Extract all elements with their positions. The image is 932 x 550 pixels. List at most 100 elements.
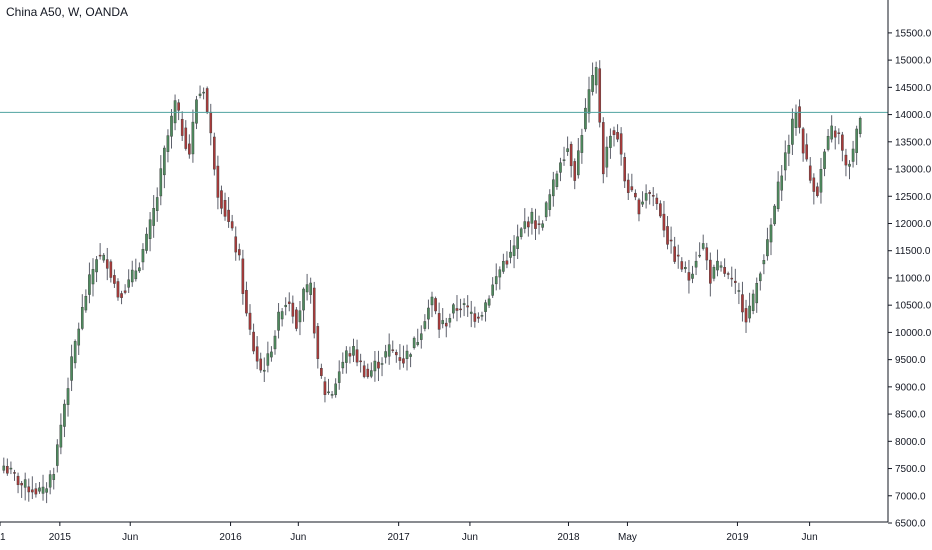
candle xyxy=(113,269,116,288)
candle-body xyxy=(362,365,366,377)
candle xyxy=(494,263,498,291)
candle xyxy=(601,117,605,184)
candle-body xyxy=(569,143,573,167)
candle xyxy=(609,128,612,159)
candle-body xyxy=(555,173,559,187)
candle-body xyxy=(305,284,309,293)
candle xyxy=(484,299,487,322)
candle-body xyxy=(266,353,270,366)
candle-body xyxy=(184,127,188,149)
candle-body xyxy=(741,294,744,313)
candle xyxy=(616,124,619,143)
candle xyxy=(634,189,637,201)
candle-body xyxy=(651,195,655,197)
candle-body xyxy=(848,163,851,167)
time-tick-label: 2015 xyxy=(49,532,72,543)
candle-body xyxy=(155,197,159,211)
candle-body xyxy=(858,118,862,134)
candle-body xyxy=(391,349,395,351)
candle xyxy=(412,336,416,350)
candle xyxy=(20,480,23,498)
candle xyxy=(466,295,469,317)
candle-body xyxy=(138,267,141,272)
candle xyxy=(684,261,687,273)
candle-body xyxy=(91,269,95,285)
candle xyxy=(277,303,280,339)
candle xyxy=(88,262,91,304)
candle xyxy=(605,136,609,178)
candle xyxy=(851,140,855,168)
candle-body xyxy=(120,293,123,298)
candle-body xyxy=(370,370,373,377)
candle-body xyxy=(502,260,505,272)
candle-body xyxy=(644,193,648,201)
chart-title: China A50, W, OANDA xyxy=(6,5,129,19)
candle-body xyxy=(730,277,734,280)
candle xyxy=(309,277,312,304)
candle-body xyxy=(280,311,284,320)
candle xyxy=(491,277,494,298)
candle-body xyxy=(726,273,730,275)
candle-body xyxy=(63,403,66,427)
candle-body xyxy=(544,202,548,218)
candle-body xyxy=(630,186,634,191)
candle-body xyxy=(327,391,330,394)
candle-body xyxy=(666,226,669,245)
candle xyxy=(523,208,527,234)
candle xyxy=(841,131,844,162)
candle-body xyxy=(587,89,591,114)
candle-body xyxy=(56,444,59,466)
price-tick-label: 13500.0 xyxy=(895,137,932,148)
candle-body xyxy=(491,284,494,296)
candle-body xyxy=(216,165,220,198)
candle xyxy=(801,126,805,162)
candle xyxy=(163,145,166,189)
candle-body xyxy=(59,424,63,448)
candle xyxy=(262,357,266,382)
candle-body xyxy=(530,211,534,224)
price-tick-label: 12500.0 xyxy=(895,192,932,203)
candle xyxy=(830,115,833,143)
candle xyxy=(669,226,673,254)
candle-body xyxy=(723,267,726,274)
price-tick-label: 14000.0 xyxy=(895,110,932,121)
candle-body xyxy=(823,151,826,169)
candle xyxy=(387,333,391,365)
candle xyxy=(430,291,434,318)
candle xyxy=(252,323,255,355)
candle xyxy=(648,190,651,205)
candle xyxy=(170,109,173,149)
candle-body xyxy=(580,135,584,153)
candle-body xyxy=(205,88,209,112)
candle-body xyxy=(6,465,9,474)
candle xyxy=(152,195,155,238)
candle-body xyxy=(198,93,202,96)
candle xyxy=(291,295,295,324)
candle xyxy=(691,265,694,284)
candle-body xyxy=(691,273,694,279)
price-tick-label: 8000.0 xyxy=(895,437,926,448)
candle xyxy=(559,157,562,182)
candle xyxy=(591,62,594,96)
candle xyxy=(548,189,552,217)
candle-body xyxy=(248,312,252,330)
candle xyxy=(138,262,141,273)
candle xyxy=(637,197,641,222)
candle-body xyxy=(102,254,106,261)
candle xyxy=(698,242,701,258)
candle xyxy=(541,220,544,231)
candle-body xyxy=(38,487,41,492)
candle xyxy=(748,292,751,323)
candle xyxy=(327,378,330,395)
candle xyxy=(694,251,698,276)
candles-layer xyxy=(2,60,862,504)
candle-body xyxy=(134,270,138,280)
candle xyxy=(191,109,195,163)
candle-body xyxy=(41,486,45,494)
candle-body xyxy=(669,239,673,242)
candle-body xyxy=(755,283,759,304)
candle xyxy=(598,60,602,128)
candle xyxy=(741,281,744,322)
candle-body xyxy=(537,223,541,225)
